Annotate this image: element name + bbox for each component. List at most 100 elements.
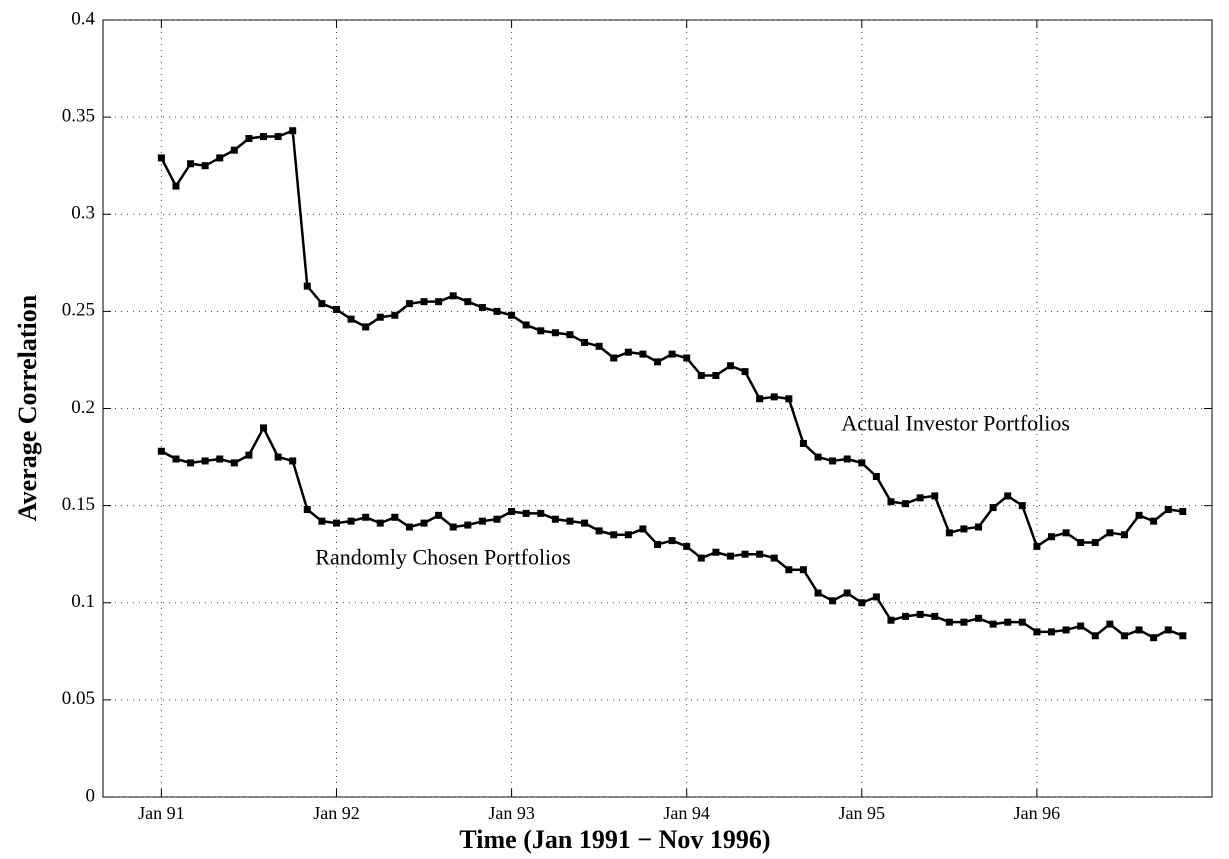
y-tick-label: 0.25 <box>62 300 95 321</box>
marker <box>785 566 793 574</box>
marker <box>289 457 297 465</box>
marker <box>172 455 180 463</box>
marker <box>931 612 939 620</box>
marker <box>1150 634 1158 642</box>
marker <box>726 362 734 370</box>
marker <box>975 614 983 622</box>
marker <box>391 513 399 521</box>
marker <box>201 162 209 170</box>
marker <box>449 292 457 300</box>
marker <box>887 498 895 506</box>
marker <box>1120 632 1128 640</box>
marker <box>274 453 282 461</box>
series-line <box>160 129 1183 548</box>
marker <box>260 133 268 141</box>
y-tick-label: 0.4 <box>71 8 95 29</box>
marker <box>566 517 574 525</box>
marker <box>1179 632 1187 640</box>
marker <box>332 519 340 527</box>
x-tick-label: Jan 92 <box>313 803 360 823</box>
marker <box>405 523 413 531</box>
marker <box>478 517 486 525</box>
y-tick-label: 0.2 <box>71 397 95 418</box>
x-tick-label: Jan 91 <box>138 803 185 823</box>
marker <box>843 455 851 463</box>
marker <box>654 540 661 548</box>
marker <box>1018 618 1026 626</box>
marker <box>172 182 180 190</box>
marker <box>303 282 311 290</box>
marker <box>902 500 910 508</box>
marker <box>916 610 924 618</box>
marker <box>1004 492 1012 500</box>
marker <box>858 599 866 607</box>
y-tick-label: 0.3 <box>71 203 95 224</box>
marker <box>1091 632 1099 640</box>
marker <box>770 554 778 562</box>
marker <box>799 439 807 447</box>
marker <box>581 519 589 527</box>
marker <box>1150 517 1158 525</box>
marker <box>975 523 983 531</box>
x-tick-label: Jan 95 <box>839 803 886 823</box>
marker <box>318 517 326 525</box>
marker <box>639 350 647 358</box>
series-label: Actual Investor Portfolios <box>841 411 1070 436</box>
marker <box>902 612 910 620</box>
marker <box>332 305 340 313</box>
y-tick-label: 0.35 <box>62 105 95 126</box>
marker <box>799 566 807 574</box>
marker <box>989 620 997 628</box>
marker <box>1077 539 1085 547</box>
marker <box>960 618 968 626</box>
marker <box>814 453 822 461</box>
marker <box>697 371 705 379</box>
marker <box>435 298 443 306</box>
marker <box>668 350 676 358</box>
marker <box>303 506 311 514</box>
marker <box>610 354 618 362</box>
marker <box>654 358 661 366</box>
marker <box>537 509 545 517</box>
marker <box>931 492 939 500</box>
marker <box>405 300 413 308</box>
marker <box>814 589 822 597</box>
marker <box>1062 529 1070 537</box>
marker <box>610 531 618 539</box>
marker <box>435 511 443 519</box>
x-tick-label: Jan 96 <box>1014 803 1061 823</box>
marker <box>989 504 997 512</box>
marker <box>741 550 749 558</box>
marker <box>872 472 880 480</box>
marker <box>245 134 253 142</box>
marker <box>1179 507 1187 515</box>
y-tick-label: 0 <box>86 785 96 806</box>
marker <box>1033 542 1041 550</box>
marker <box>843 589 851 597</box>
marker <box>595 342 603 350</box>
marker <box>945 618 953 626</box>
marker <box>376 519 384 527</box>
marker <box>493 515 501 523</box>
marker <box>1018 502 1026 510</box>
marker <box>508 507 516 515</box>
marker <box>1062 626 1070 634</box>
y-axis-label: Average Correlation <box>13 294 42 521</box>
marker <box>230 459 238 467</box>
marker <box>391 311 399 319</box>
marker <box>1091 539 1099 547</box>
marker <box>624 531 632 539</box>
marker <box>683 542 691 550</box>
marker <box>756 550 764 558</box>
marker <box>785 395 793 403</box>
marker <box>551 329 559 337</box>
marker <box>245 451 253 459</box>
marker <box>478 303 486 311</box>
marker <box>858 459 866 467</box>
marker <box>726 552 734 560</box>
marker <box>1135 626 1143 634</box>
marker <box>493 307 501 315</box>
marker <box>697 554 705 562</box>
marker <box>362 323 370 331</box>
